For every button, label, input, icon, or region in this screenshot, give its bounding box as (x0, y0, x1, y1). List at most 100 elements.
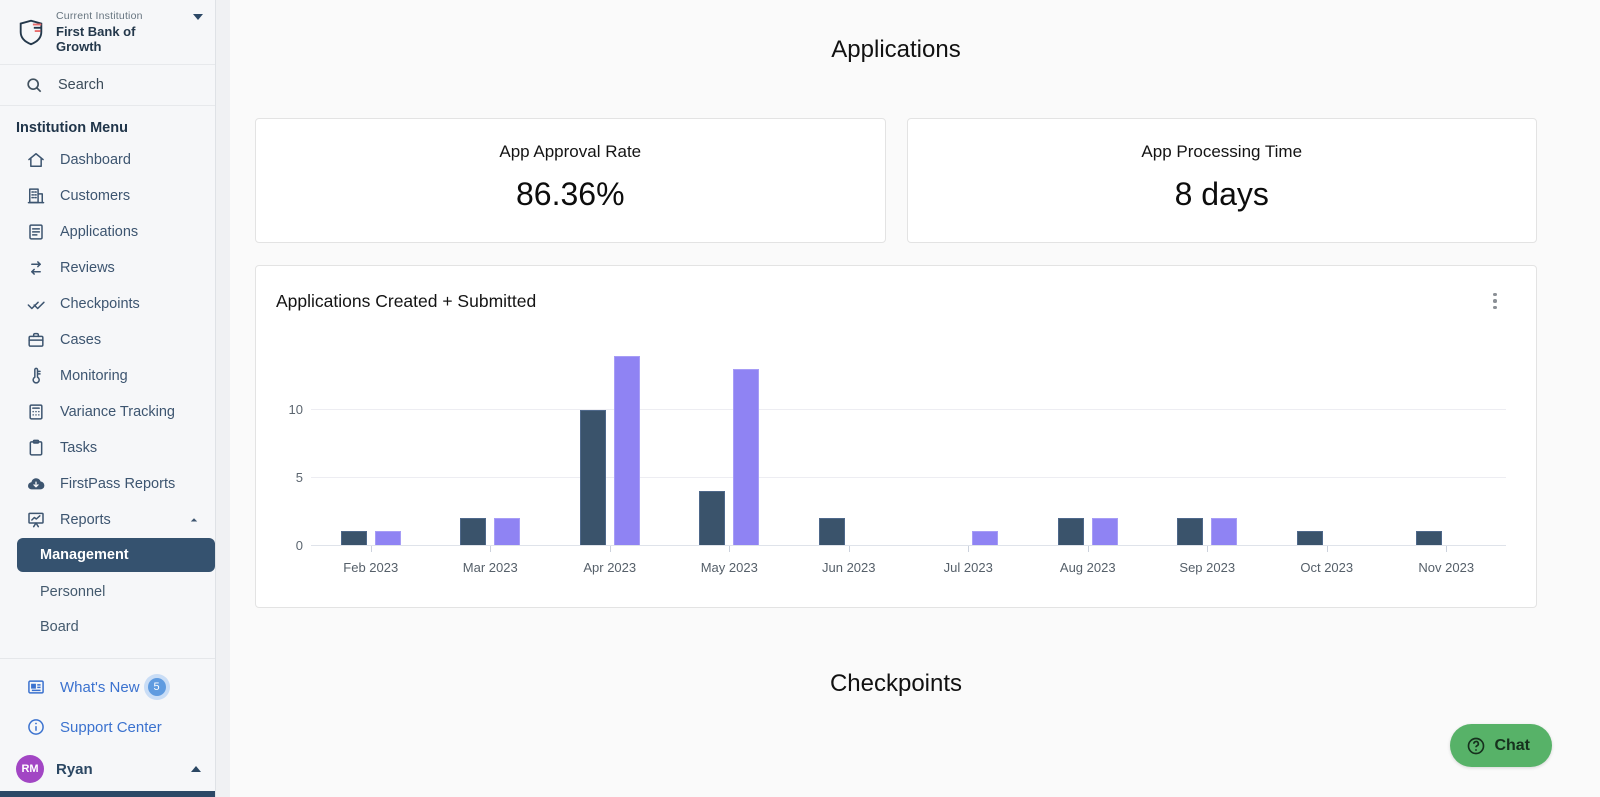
x-axis-label: Feb 2023 (343, 560, 399, 575)
gridline-10 (311, 409, 1506, 410)
sidebar-item-dashboard[interactable]: Dashboard (0, 142, 215, 178)
chart-category-aug-2023: Aug 2023 (1028, 356, 1148, 575)
chart-category-jun-2023: Jun 2023 (789, 356, 909, 575)
sidebar-subitem-label: Management (40, 547, 129, 563)
chart-category-may-2023: May 2023 (670, 356, 790, 575)
bar-created (340, 531, 367, 545)
sidebar-item-tasks[interactable]: Tasks (0, 430, 215, 466)
chart-category-jul-2023: Jul 2023 (909, 356, 1029, 575)
sidebar-item-label: Dashboard (60, 152, 131, 168)
sidebar-item-customers[interactable]: Customers (0, 178, 215, 214)
chat-label: Chat (1494, 736, 1530, 754)
chevron-up-icon (191, 766, 201, 772)
bar-submitted (1091, 518, 1118, 545)
sidebar-item-label: Tasks (60, 440, 98, 456)
building-icon (26, 186, 46, 206)
sidebar-item-label: Variance Tracking (60, 404, 175, 420)
bar-group (789, 356, 909, 545)
bar-submitted (494, 518, 521, 545)
institution-name: First Bank of Growth (56, 24, 136, 54)
sidebar-subitem-board[interactable]: Board (0, 609, 215, 644)
question-circle-icon (1466, 736, 1486, 756)
stat-card-approval-rate: App Approval Rate 86.36% (255, 118, 886, 243)
user-name: Ryan (56, 760, 93, 778)
sidebar-item-reports[interactable]: Reports (0, 502, 215, 538)
institution-switcher[interactable]: Current Institution First Bank of Growth (0, 0, 215, 65)
x-tick (1326, 546, 1328, 552)
x-tick (968, 546, 970, 552)
bar-group (1028, 356, 1148, 545)
bar-submitted (613, 356, 640, 545)
bar-created (460, 518, 487, 545)
support-center-link[interactable]: Support Center (0, 707, 215, 747)
sidebar-item-label: Monitoring (60, 368, 128, 384)
sidebar-item-label: Reports (60, 512, 111, 528)
bar-submitted (733, 369, 760, 545)
x-axis-label: Aug 2023 (1059, 560, 1116, 575)
institution-texts: Current Institution First Bank of Growth (56, 10, 183, 54)
chart-category-oct-2023: Oct 2023 (1267, 356, 1387, 575)
bar-created (1177, 518, 1204, 545)
stat-card-value: 86.36% (515, 176, 625, 212)
chart-category-sep-2023: Sep 2023 (1148, 356, 1268, 575)
clipboard-icon (26, 438, 46, 458)
sidebar-item-cases[interactable]: Cases (0, 322, 215, 358)
x-axis-label: Nov 2023 (1418, 560, 1475, 575)
gridline-5 (311, 477, 1506, 478)
x-axis-label: May 2023 (700, 560, 758, 575)
sidebar-item-label: FirstPass Reports (60, 476, 176, 492)
stat-card-title: App Approval Rate (499, 142, 642, 161)
bar-group (431, 356, 551, 545)
chart-category-mar-2023: Mar 2023 (431, 356, 551, 575)
bar-created (818, 518, 845, 545)
sidebar-item-reviews[interactable]: Reviews (0, 250, 215, 286)
reports-subnav: Management Personnel Board (0, 538, 215, 644)
info-icon (26, 717, 46, 737)
y-tick-10: 10 (288, 402, 303, 417)
user-menu[interactable]: RM Ryan (0, 747, 215, 791)
sidebar-item-label: Cases (60, 332, 102, 348)
x-tick (1207, 546, 1209, 552)
bar-chart-plot: 10 5 0 Feb 2023 Mar 2023 Apr 2023 May 2023 J… (289, 356, 1507, 575)
stat-card-title: App Processing Time (1141, 142, 1303, 161)
x-tick (1087, 546, 1089, 552)
double-check-icon (26, 294, 46, 314)
bar-created (579, 410, 606, 545)
bar-group (670, 356, 790, 545)
bar-created (699, 491, 726, 545)
sidebar: Current Institution First Bank of Growth… (0, 0, 216, 797)
chat-button[interactable]: Chat (1450, 724, 1552, 767)
briefcase-icon (26, 330, 46, 350)
bar-submitted (1211, 518, 1238, 545)
kebab-menu-icon[interactable] (1486, 290, 1504, 312)
bar-submitted (972, 531, 999, 545)
document-icon (26, 222, 46, 242)
sidebar-item-label: Checkpoints (60, 296, 140, 312)
sidebar-item-firstpass-reports[interactable]: FirstPass Reports (0, 466, 215, 502)
sidebar-item-applications[interactable]: Applications (0, 214, 215, 250)
main-content: Applications App Approval Rate 86.36% Ap… (230, 0, 1600, 797)
bar-group (1387, 356, 1507, 545)
chart-card: Applications Created + Submitted 10 5 0 … (255, 265, 1537, 608)
sidebar-item-label: Customers (60, 188, 131, 204)
chevron-up-icon (187, 513, 201, 527)
sidebar-item-checkpoints[interactable]: Checkpoints (0, 286, 215, 322)
x-tick (370, 546, 372, 552)
calculator-icon (26, 402, 46, 422)
sidebar-item-label: Reviews (60, 260, 115, 276)
newspaper-icon (26, 677, 46, 697)
home-icon (26, 150, 46, 170)
sidebar-footer: What's New 5 Support Center RM Ryan (0, 658, 215, 797)
whats-new-label: What's New (60, 678, 140, 696)
sidebar-item-monitoring[interactable]: Monitoring (0, 358, 215, 394)
arrows-cycle-icon (26, 258, 46, 278)
sidebar-item-variance-tracking[interactable]: Variance Tracking (0, 394, 215, 430)
sidebar-subitem-personnel[interactable]: Personnel (0, 574, 215, 609)
sidebar-subitem-management[interactable]: Management (17, 538, 215, 572)
chart-category-apr-2023: Apr 2023 (550, 356, 670, 575)
search-bar[interactable]: Search (0, 65, 215, 106)
whats-new-link[interactable]: What's New 5 (0, 667, 215, 707)
y-tick-0: 0 (295, 538, 303, 553)
x-tick (848, 546, 850, 552)
bar-group (1267, 356, 1387, 545)
